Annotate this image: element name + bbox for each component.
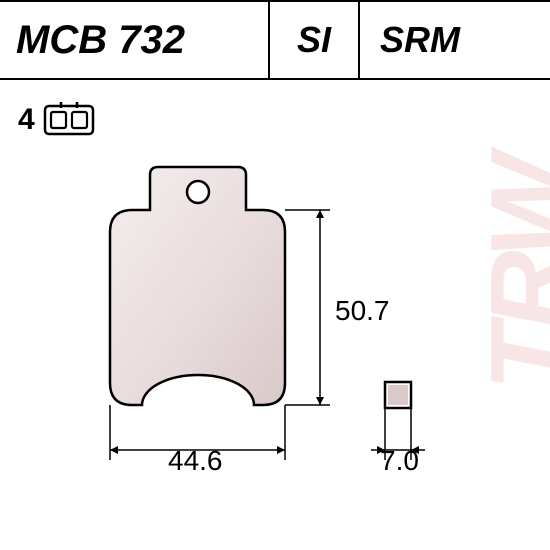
caliper-icon	[43, 100, 95, 140]
brand-watermark: TRW	[500, 0, 550, 550]
product-code: MCB 732	[0, 2, 270, 78]
pad-count-group: 4	[18, 100, 95, 140]
header-row: MCB 732 SI SRM	[0, 0, 550, 80]
dim-width-label: 44.6	[168, 445, 223, 477]
dim-height-label: 50.7	[335, 295, 390, 327]
dim-thickness-label: 7.0	[380, 445, 419, 477]
pad-count: 4	[18, 103, 35, 137]
technical-diagram: 50.7 44.6 7.0	[55, 150, 485, 480]
variant-si: SI	[270, 2, 360, 78]
